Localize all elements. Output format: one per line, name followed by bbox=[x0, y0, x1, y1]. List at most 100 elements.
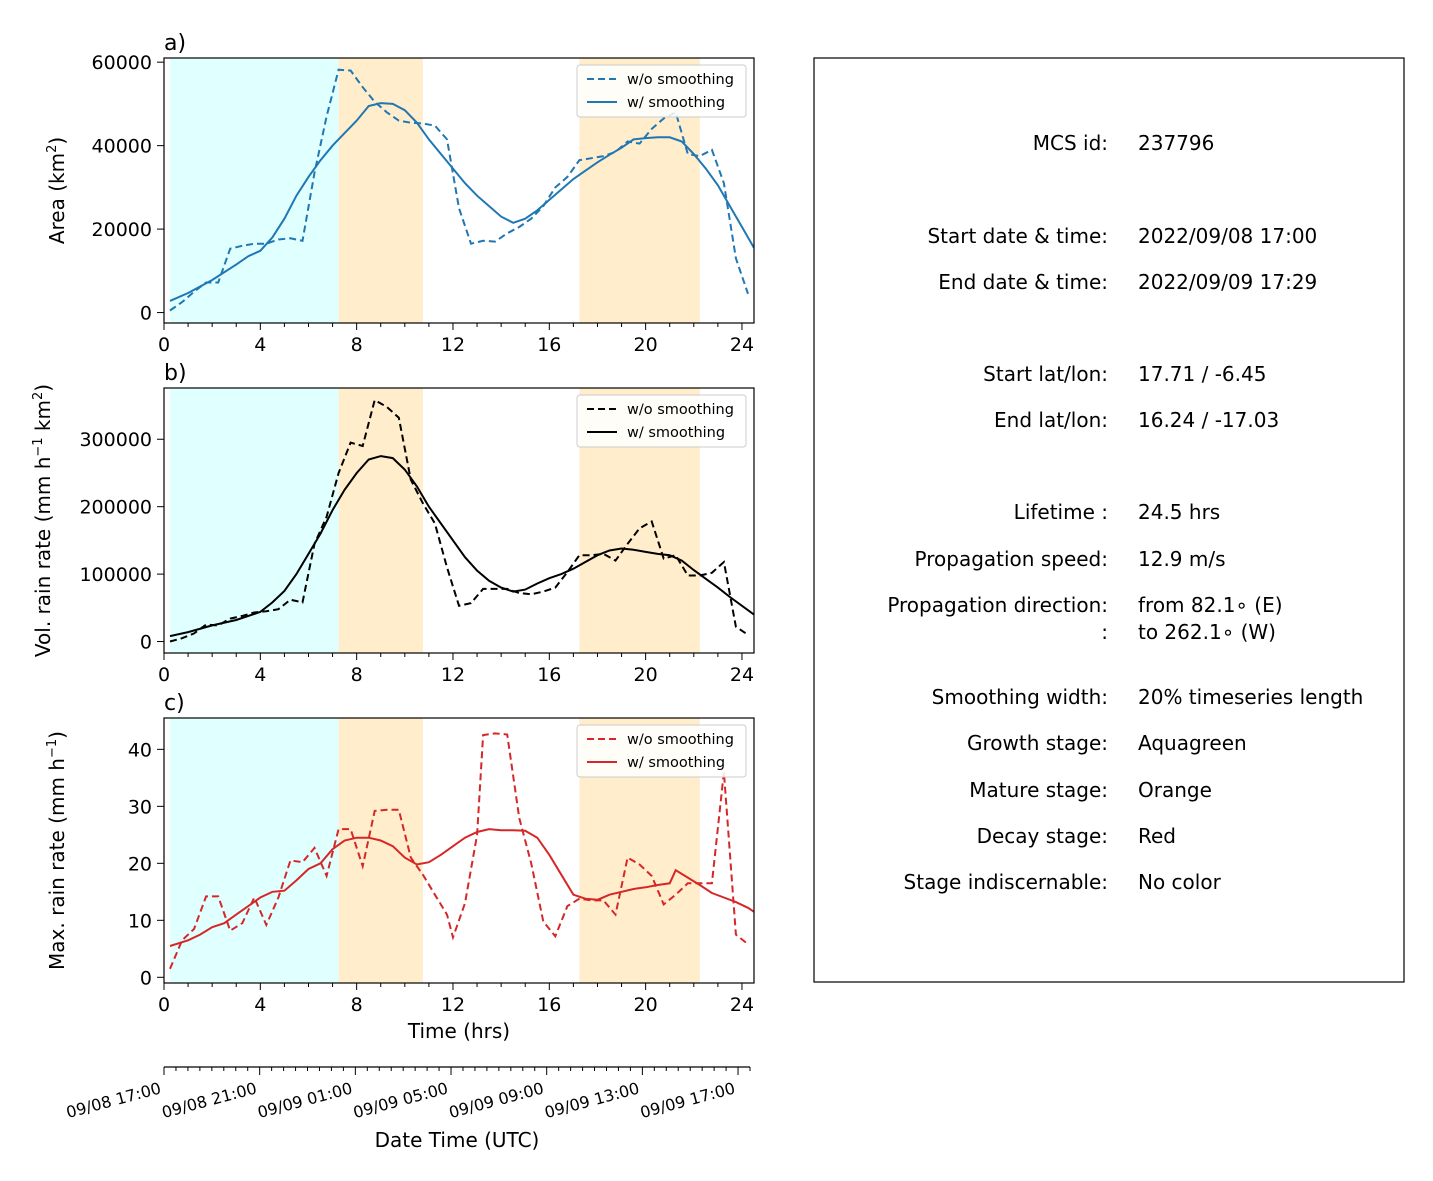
x-tick-label: 8 bbox=[351, 664, 363, 686]
x-tick-label: 0 bbox=[158, 334, 170, 356]
info-row: Propagation direction: from 82.1∘ (E) bbox=[887, 593, 1282, 617]
info-value: 12.9 m/s bbox=[1138, 547, 1226, 571]
axes-frame bbox=[163, 717, 755, 984]
panel-1: 0 4 8 12 16 20 24 0 20000 40000 60000 a) Area (km2) w… bbox=[45, 31, 755, 356]
info-row: End lat/lon: 16.24 / -17.03 bbox=[994, 408, 1279, 432]
info-value: 24.5 hrs bbox=[1138, 500, 1220, 524]
legend-label-smoothed: w/ smoothing bbox=[627, 425, 725, 441]
series-line-smoothed bbox=[169, 828, 754, 947]
date-tick-label: 09/09 05:00 bbox=[351, 1079, 450, 1123]
series-line-smoothed bbox=[169, 102, 754, 302]
legend-box bbox=[576, 724, 747, 778]
legend-label-raw: w/o smoothing bbox=[627, 732, 734, 748]
info-row: MCS id: 237796 bbox=[1033, 131, 1215, 155]
info-key: : bbox=[1101, 620, 1108, 644]
info-row: Start date & time: 2022/09/08 17:00 bbox=[927, 224, 1317, 248]
info-key: Propagation direction: bbox=[887, 593, 1108, 617]
legend: w/o smoothing w/ smoothing bbox=[576, 64, 747, 118]
axes-frame bbox=[163, 387, 755, 654]
info-value: to 262.1∘ (W) bbox=[1138, 620, 1276, 644]
info-key: Propagation speed: bbox=[915, 547, 1108, 571]
date-axis-label: Date Time (UTC) bbox=[375, 1128, 540, 1152]
series-line-raw bbox=[169, 732, 749, 970]
y-tick-label: 0 bbox=[140, 303, 152, 325]
legend: w/o smoothing w/ smoothing bbox=[576, 394, 747, 448]
x-tick-label: 4 bbox=[254, 334, 266, 356]
x-tick-label: 16 bbox=[537, 664, 561, 686]
y-axis-label: Max. rain rate (mm h−1) bbox=[45, 731, 69, 970]
info-row: Growth stage: Aquagreen bbox=[967, 731, 1247, 755]
x-tick-label: 24 bbox=[730, 334, 754, 356]
mature-stage-band bbox=[338, 58, 423, 323]
x-tick-label: 20 bbox=[634, 664, 658, 686]
series-line-raw bbox=[169, 398, 749, 643]
info-row: Mature stage: Orange bbox=[969, 778, 1212, 802]
date-tick-label: 09/08 17:00 bbox=[64, 1079, 163, 1123]
y-tick-label: 30 bbox=[128, 796, 152, 818]
date-tick-label: 09/09 09:00 bbox=[447, 1079, 546, 1123]
info-value: 17.71 / -6.45 bbox=[1138, 362, 1266, 386]
y-tick-label: 0 bbox=[140, 632, 152, 654]
x-tick-label: 0 bbox=[158, 664, 170, 686]
series-line-smoothed bbox=[169, 455, 754, 638]
info-row: Smoothing width: 20% timeseries length bbox=[932, 685, 1364, 709]
y-tick-label: 200000 bbox=[79, 497, 152, 519]
info-value: Aquagreen bbox=[1138, 731, 1247, 755]
info-value: from 82.1∘ (E) bbox=[1138, 593, 1283, 617]
axes-frame bbox=[163, 57, 755, 324]
info-value: 20% timeseries length bbox=[1138, 685, 1363, 709]
y-axis-label: Vol. rain rate (mm h−1 km2) bbox=[31, 384, 55, 657]
x-tick-label: 16 bbox=[537, 994, 561, 1016]
legend-label-raw: w/o smoothing bbox=[627, 402, 734, 418]
legend-label-raw: w/o smoothing bbox=[627, 72, 734, 88]
info-value: Orange bbox=[1138, 778, 1212, 802]
info-key: Start lat/lon: bbox=[983, 362, 1108, 386]
info-key: Growth stage: bbox=[967, 731, 1108, 755]
x-tick-label: 8 bbox=[351, 994, 363, 1016]
x-tick-label: 20 bbox=[634, 994, 658, 1016]
date-tick-label: 09/09 13:00 bbox=[542, 1079, 641, 1123]
panel-2: 0 4 8 12 16 20 24 0 100000 200000 300000 b) Vol. rai… bbox=[31, 361, 755, 686]
x-tick-label: 12 bbox=[441, 994, 465, 1016]
info-key: Smoothing width: bbox=[932, 685, 1108, 709]
info-value: 237796 bbox=[1138, 131, 1214, 155]
legend-label-smoothed: w/ smoothing bbox=[627, 95, 725, 111]
info-row: Start lat/lon: 17.71 / -6.45 bbox=[983, 362, 1266, 386]
info-row: End date & time: 2022/09/09 17:29 bbox=[938, 270, 1317, 294]
info-row: Decay stage: Red bbox=[977, 824, 1176, 848]
info-key: End lat/lon: bbox=[994, 408, 1108, 432]
info-key: Lifetime : bbox=[1014, 500, 1108, 524]
x-tick-label: 24 bbox=[730, 664, 754, 686]
info-row: Propagation speed: 12.9 m/s bbox=[915, 547, 1226, 571]
growth-stage-band bbox=[170, 58, 339, 323]
info-key: Start date & time: bbox=[927, 224, 1108, 248]
y-tick-label: 10 bbox=[128, 910, 152, 932]
info-row: Lifetime : 24.5 hrs bbox=[1014, 500, 1221, 524]
panel-tag: c) bbox=[164, 691, 185, 716]
panel-tag: b) bbox=[164, 361, 187, 386]
x-tick-label: 16 bbox=[537, 334, 561, 356]
x-tick-label: 8 bbox=[351, 334, 363, 356]
info-key: Mature stage: bbox=[969, 778, 1108, 802]
info-row: : to 262.1∘ (W) bbox=[1101, 620, 1276, 644]
mature-stage-band bbox=[338, 388, 423, 653]
panel-tag: a) bbox=[164, 31, 186, 56]
y-tick-label: 60000 bbox=[92, 52, 152, 74]
mature-stage-band bbox=[338, 718, 423, 983]
info-key: Stage indiscernable: bbox=[904, 870, 1108, 894]
x-tick-label: 0 bbox=[158, 994, 170, 1016]
x-tick-label: 4 bbox=[254, 664, 266, 686]
info-value: 16.24 / -17.03 bbox=[1138, 408, 1279, 432]
legend: w/o smoothing w/ smoothing bbox=[576, 724, 747, 778]
legend-label-smoothed: w/ smoothing bbox=[627, 755, 725, 771]
info-value: 2022/09/08 17:00 bbox=[1138, 224, 1317, 248]
legend-box bbox=[576, 64, 747, 118]
info-value: 2022/09/09 17:29 bbox=[1138, 270, 1317, 294]
legend-box bbox=[576, 394, 747, 448]
info-value: No color bbox=[1138, 870, 1222, 894]
y-tick-label: 20000 bbox=[92, 219, 152, 241]
growth-stage-band bbox=[170, 718, 339, 983]
series-line-raw bbox=[169, 68, 749, 312]
